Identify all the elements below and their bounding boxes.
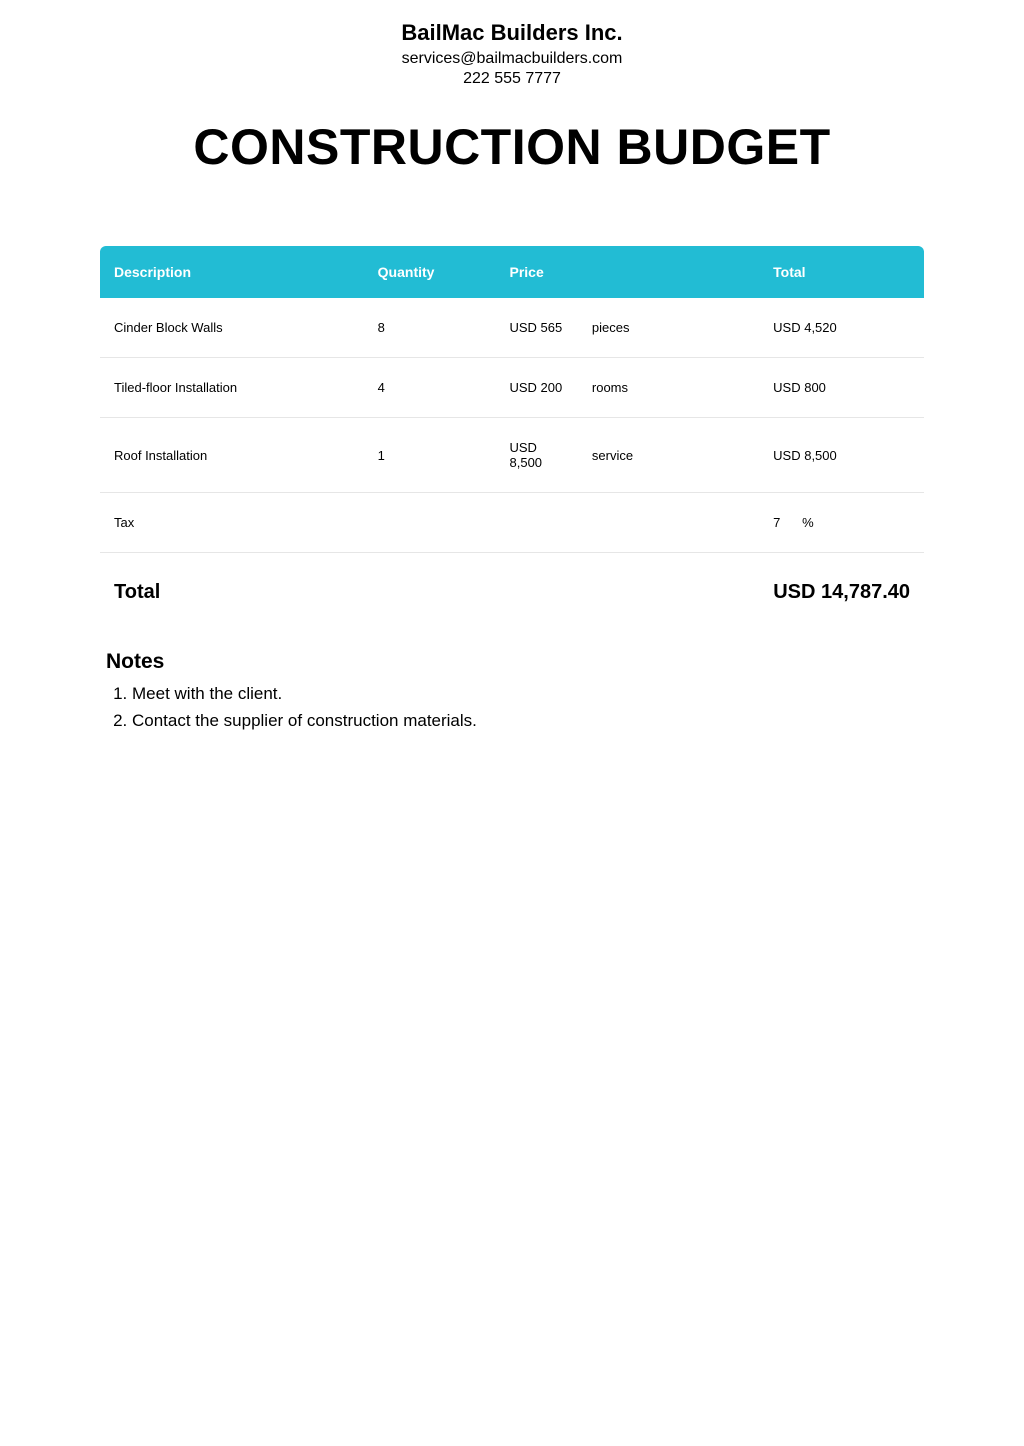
notes-item: Contact the supplier of construction mat… [132, 707, 918, 734]
table-row: Tiled-floor Installation 4 USD 200 rooms… [100, 358, 924, 418]
cell-description: Cinder Block Walls [100, 298, 364, 358]
cell-quantity: 1 [364, 418, 496, 493]
tax-value: 7 [773, 515, 780, 530]
col-header-description: Description [100, 246, 364, 298]
total-label: Total [114, 581, 160, 604]
notes-item: Meet with the client. [132, 680, 918, 707]
cell-total: USD 8,500 [759, 418, 924, 493]
notes-heading: Notes [106, 650, 918, 674]
tax-row: Tax 7 % [100, 493, 924, 553]
cell-total: USD 4,520 [759, 298, 924, 358]
tax-symbol: % [802, 515, 814, 530]
cell-price: USD 200 [496, 358, 578, 418]
table-row: Cinder Block Walls 8 USD 565 pieces USD … [100, 298, 924, 358]
company-phone: 222 555 7777 [100, 70, 924, 88]
cell-price: USD 8,500 [496, 418, 578, 493]
notes-list: Meet with the client. Contact the suppli… [106, 680, 918, 734]
totals-row: Total USD 14,787.40 [100, 553, 924, 604]
document-title: CONSTRUCTION BUDGET [100, 118, 924, 176]
company-email: services@bailmacbuilders.com [100, 50, 924, 68]
cell-total: USD 800 [759, 358, 924, 418]
table-header-row: Description Quantity Price Total [100, 246, 924, 298]
tax-value-cell: 7 % [759, 493, 924, 553]
cell-quantity: 4 [364, 358, 496, 418]
total-amount: USD 14,787.40 [773, 581, 910, 604]
cell-quantity: 8 [364, 298, 496, 358]
cell-description: Roof Installation [100, 418, 364, 493]
col-header-price: Price [496, 246, 578, 298]
company-name: BailMac Builders Inc. [100, 20, 924, 46]
cell-description: Tiled-floor Installation [100, 358, 364, 418]
cell-price: USD 565 [496, 298, 578, 358]
cell-unit: service [578, 418, 759, 493]
col-header-quantity: Quantity [364, 246, 496, 298]
company-header: BailMac Builders Inc. services@bailmacbu… [100, 20, 924, 88]
cell-unit: pieces [578, 298, 759, 358]
cell-unit: rooms [578, 358, 759, 418]
page: BailMac Builders Inc. services@bailmacbu… [0, 0, 1024, 734]
col-header-total: Total [759, 246, 924, 298]
col-header-price-spacer [578, 246, 759, 298]
table-row: Roof Installation 1 USD 8,500 service US… [100, 418, 924, 493]
notes-section: Notes Meet with the client. Contact the … [100, 650, 924, 734]
budget-table: Description Quantity Price Total Cinder … [100, 246, 924, 553]
tax-label: Tax [100, 493, 364, 553]
